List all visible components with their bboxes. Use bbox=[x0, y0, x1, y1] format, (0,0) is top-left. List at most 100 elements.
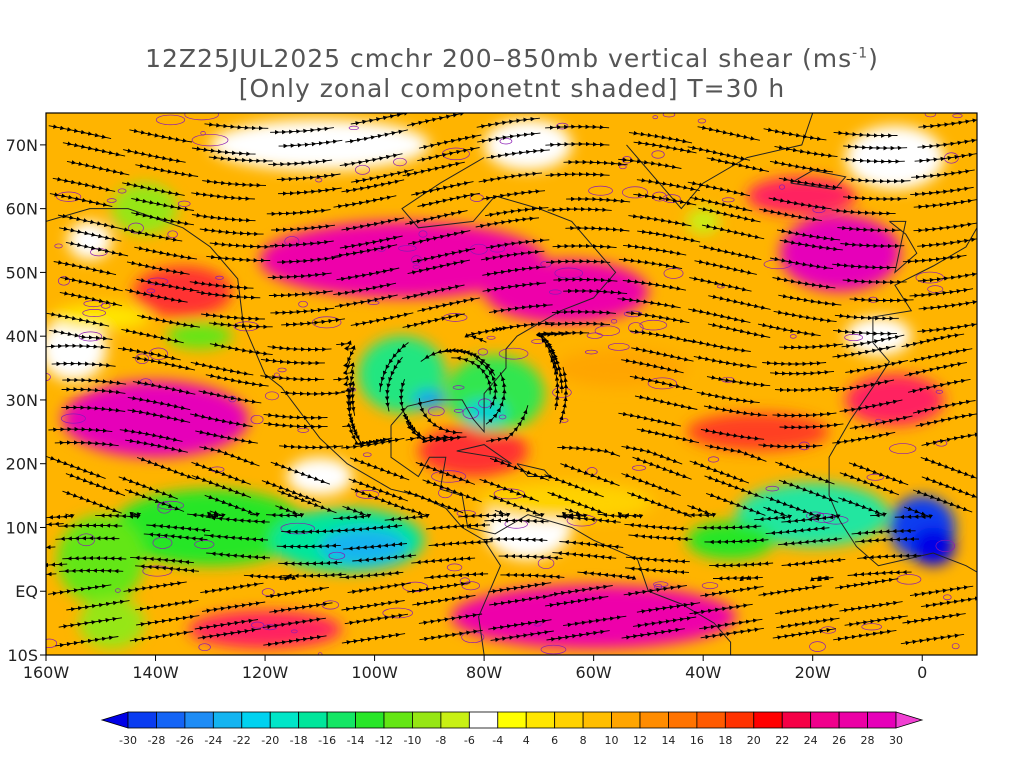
latitude-axis: 70N 60N 50N 40N 30N 20N 10N EQ 10S bbox=[6, 136, 46, 665]
contour-loop bbox=[328, 551, 346, 560]
streamline bbox=[627, 492, 687, 516]
streamline bbox=[487, 581, 552, 594]
lat-label: 40N bbox=[6, 327, 38, 346]
streamline bbox=[46, 311, 110, 327]
streamline bbox=[694, 259, 757, 275]
streamline bbox=[839, 399, 903, 414]
colorbar-label: 24 bbox=[804, 734, 818, 747]
streamline bbox=[900, 633, 965, 646]
streamline bbox=[759, 207, 822, 222]
streamline bbox=[713, 575, 763, 582]
colorbar-label: -24 bbox=[204, 734, 222, 747]
streamline bbox=[127, 395, 191, 411]
streamline bbox=[263, 421, 328, 429]
streamline bbox=[621, 444, 683, 465]
streamline bbox=[778, 479, 839, 503]
streamline bbox=[398, 379, 418, 433]
streamline bbox=[61, 387, 126, 395]
streamline bbox=[622, 278, 686, 291]
colorbar-box bbox=[781, 711, 812, 729]
colorbar-box bbox=[611, 711, 641, 729]
streamline bbox=[553, 277, 618, 283]
streamline bbox=[342, 360, 355, 411]
streamline bbox=[350, 113, 409, 126]
streamline bbox=[901, 333, 965, 348]
streamline bbox=[552, 551, 617, 561]
streamline bbox=[831, 208, 896, 216]
streamline bbox=[700, 585, 764, 598]
contour-loop bbox=[924, 113, 937, 118]
contour-loop bbox=[277, 367, 287, 373]
streamline bbox=[842, 278, 907, 285]
streamline bbox=[545, 124, 610, 130]
streamline bbox=[136, 278, 200, 292]
streamline bbox=[486, 148, 550, 160]
colorbar-label: -28 bbox=[147, 734, 165, 747]
contour-loop bbox=[191, 134, 229, 147]
streamline bbox=[847, 569, 912, 577]
streamline bbox=[768, 196, 832, 210]
streamlines bbox=[46, 113, 977, 648]
streamline bbox=[563, 288, 628, 295]
streamline bbox=[918, 118, 977, 130]
streamline bbox=[350, 312, 414, 327]
title-prefix: 12Z25JUL2025 cmchr 200–850mb vertical sh… bbox=[145, 44, 853, 73]
streamline bbox=[844, 615, 908, 627]
streamline bbox=[129, 630, 194, 643]
streamline bbox=[915, 412, 977, 428]
streamline bbox=[498, 553, 563, 561]
shade-blob bbox=[286, 457, 353, 496]
colorbar-box bbox=[696, 711, 726, 729]
streamline bbox=[351, 169, 414, 184]
streamline bbox=[190, 412, 253, 428]
streamline bbox=[54, 440, 119, 447]
shade-blob bbox=[686, 412, 830, 451]
chart-title-line2: [Only zonal componetnt shaded] T=30 h bbox=[238, 74, 786, 103]
streamline bbox=[267, 271, 332, 280]
streamline bbox=[705, 444, 767, 462]
colorbar-box bbox=[412, 711, 442, 729]
streamline bbox=[833, 328, 898, 336]
streamline bbox=[411, 181, 474, 197]
streamline bbox=[60, 276, 123, 292]
streamline bbox=[417, 147, 480, 162]
streamline bbox=[840, 157, 905, 164]
streamline bbox=[349, 457, 410, 481]
streamline bbox=[407, 230, 471, 246]
streamline bbox=[412, 594, 476, 607]
streamline bbox=[199, 445, 260, 467]
streamline bbox=[563, 615, 627, 628]
streamline bbox=[352, 553, 417, 563]
streamline bbox=[689, 603, 753, 616]
streamline bbox=[912, 399, 976, 415]
streamline bbox=[637, 229, 701, 243]
streamline bbox=[339, 235, 403, 250]
streamline bbox=[488, 618, 552, 631]
streamline bbox=[621, 627, 685, 640]
streamline bbox=[910, 186, 974, 197]
streamline bbox=[857, 553, 922, 560]
streamline bbox=[772, 627, 837, 640]
streamline bbox=[490, 630, 554, 642]
streamline bbox=[484, 518, 549, 524]
streamline bbox=[845, 359, 909, 374]
streamline bbox=[838, 497, 887, 518]
streamline bbox=[773, 310, 837, 323]
streamline bbox=[119, 227, 183, 242]
streamline bbox=[260, 357, 325, 366]
streamline bbox=[49, 192, 113, 208]
streamline bbox=[478, 171, 543, 184]
streamline bbox=[841, 334, 905, 349]
streamline bbox=[402, 161, 465, 177]
lon-label: 20W bbox=[795, 663, 831, 682]
streamline bbox=[333, 505, 372, 521]
colorbar-box bbox=[156, 711, 186, 729]
streamline bbox=[563, 159, 628, 167]
streamline bbox=[631, 346, 694, 362]
streamline bbox=[546, 629, 610, 642]
contour-loop bbox=[548, 289, 562, 295]
colorbar-box bbox=[468, 711, 499, 729]
streamline bbox=[206, 551, 271, 560]
colorbar-label: 16 bbox=[690, 734, 704, 747]
streamline bbox=[123, 581, 187, 593]
